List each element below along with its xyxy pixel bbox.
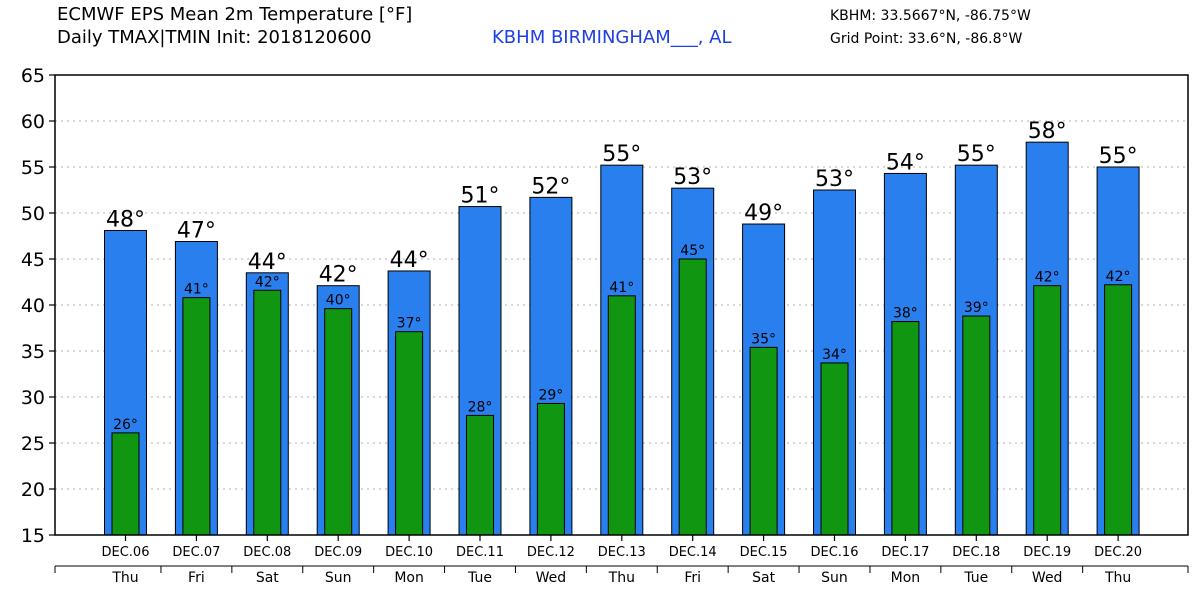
station-name: KBHM BIRMINGHAM___, AL xyxy=(492,27,732,48)
x-day-label: Fri xyxy=(188,570,205,586)
tmin-data-label: 37° xyxy=(397,316,422,332)
x-date-label: DEC.07 xyxy=(172,545,220,560)
x-day-label: Sun xyxy=(325,570,352,586)
tmax-data-label: 52° xyxy=(531,174,570,199)
y-tick-label: 65 xyxy=(21,65,45,87)
x-day-label: Fri xyxy=(684,570,701,586)
tmin-bar xyxy=(111,432,140,536)
tmax-data-label: 53° xyxy=(673,165,712,190)
x-date-label: DEC.08 xyxy=(243,545,291,560)
x-date-label: DEC.13 xyxy=(598,545,646,560)
tmin-data-label: 34° xyxy=(822,347,847,363)
tmax-data-label: 55° xyxy=(957,142,996,167)
y-tick-label: 20 xyxy=(21,479,45,501)
tmin-bar xyxy=(749,346,778,536)
x-day-label: Thu xyxy=(1104,570,1131,586)
x-day-label: Wed xyxy=(1032,570,1063,586)
chart-subtitle: Daily TMAX|TMIN Init: 2018120600 xyxy=(57,27,372,48)
tmin-data-label: 41° xyxy=(609,280,634,296)
tmax-data-label: 58° xyxy=(1028,119,1067,144)
y-tick-label: 25 xyxy=(21,433,45,455)
y-tick-label: 35 xyxy=(21,341,45,363)
x-date-label: DEC.16 xyxy=(811,545,859,560)
x-date-label: DEC.10 xyxy=(385,545,433,560)
tmin-bar xyxy=(607,295,636,536)
x-day-label: Tue xyxy=(963,570,988,586)
y-tick-label: 60 xyxy=(21,111,45,133)
tmax-data-label: 44° xyxy=(248,250,287,275)
x-date-label: DEC.11 xyxy=(456,545,504,560)
x-day-label: Sun xyxy=(821,570,848,586)
tmin-bar xyxy=(253,289,282,536)
x-day-label: Thu xyxy=(608,570,635,586)
tmin-bar xyxy=(962,315,991,536)
x-day-label: Sat xyxy=(752,570,775,586)
tmax-data-label: 53° xyxy=(815,167,854,192)
tmax-data-label: 55° xyxy=(602,142,641,167)
x-day-label: Mon xyxy=(891,570,921,586)
tmin-bar xyxy=(324,308,353,536)
x-date-label: DEC.20 xyxy=(1094,545,1142,560)
tmin-data-label: 26° xyxy=(113,417,138,433)
y-tick-label: 45 xyxy=(21,249,45,271)
y-tick-label: 55 xyxy=(21,157,45,179)
x-date-label: DEC.12 xyxy=(527,545,575,560)
tmin-data-label: 42° xyxy=(255,274,280,290)
chart-title: ECMWF EPS Mean 2m Temperature [°F] xyxy=(57,4,413,25)
y-tick-label: 30 xyxy=(21,387,45,409)
tmax-data-label: 55° xyxy=(1099,144,1138,169)
tmin-data-label: 40° xyxy=(326,293,351,309)
x-date-label: DEC.18 xyxy=(952,545,1000,560)
x-date-label: DEC.17 xyxy=(881,545,929,560)
tmin-bar xyxy=(536,402,565,536)
x-date-label: DEC.19 xyxy=(1023,545,1071,560)
tmin-data-label: 38° xyxy=(893,306,918,322)
tmax-data-label: 44° xyxy=(390,248,429,273)
tmin-data-label: 29° xyxy=(538,387,563,403)
tmin-bar xyxy=(395,331,424,536)
tmin-data-label: 42° xyxy=(1035,270,1060,286)
tmin-bar xyxy=(1033,285,1062,536)
tmin-bar xyxy=(466,414,494,536)
y-tick-label: 40 xyxy=(21,295,45,317)
x-day-label: Mon xyxy=(394,570,424,586)
x-date-label: DEC.14 xyxy=(669,545,717,560)
y-tick-label: 50 xyxy=(21,203,45,225)
tmin-bar xyxy=(820,362,849,536)
tmax-data-label: 48° xyxy=(106,207,145,232)
tmax-data-label: 54° xyxy=(886,150,925,175)
x-date-label: DEC.06 xyxy=(102,545,150,560)
tmax-data-label: 49° xyxy=(744,201,783,226)
tmin-bar xyxy=(678,258,707,536)
tmin-data-label: 45° xyxy=(680,243,705,259)
tmin-bar xyxy=(1104,284,1133,536)
x-day-label: Tue xyxy=(467,570,492,586)
tmax-data-label: 42° xyxy=(319,263,358,288)
tmin-bar xyxy=(891,321,920,536)
x-day-label: Thu xyxy=(111,570,138,586)
grid-point-coordinates: Grid Point: 33.6°N, -86.8°W xyxy=(830,31,1023,47)
tmin-bar xyxy=(182,297,211,536)
tmax-data-label: 47° xyxy=(177,219,216,244)
tmax-data-label: 51° xyxy=(461,184,500,209)
tmin-data-label: 39° xyxy=(964,300,989,316)
y-tick-label: 15 xyxy=(21,525,45,547)
tmin-data-label: 28° xyxy=(468,399,493,415)
x-date-label: DEC.15 xyxy=(740,545,788,560)
tmin-data-label: 42° xyxy=(1106,269,1131,285)
x-date-label: DEC.09 xyxy=(314,545,362,560)
x-day-label: Sat xyxy=(256,570,279,586)
station-coordinates: KBHM: 33.5667°N, -86.75°W xyxy=(830,8,1031,24)
tmin-data-label: 35° xyxy=(751,331,776,347)
tmin-data-label: 41° xyxy=(184,282,209,298)
x-day-label: Wed xyxy=(536,570,567,586)
